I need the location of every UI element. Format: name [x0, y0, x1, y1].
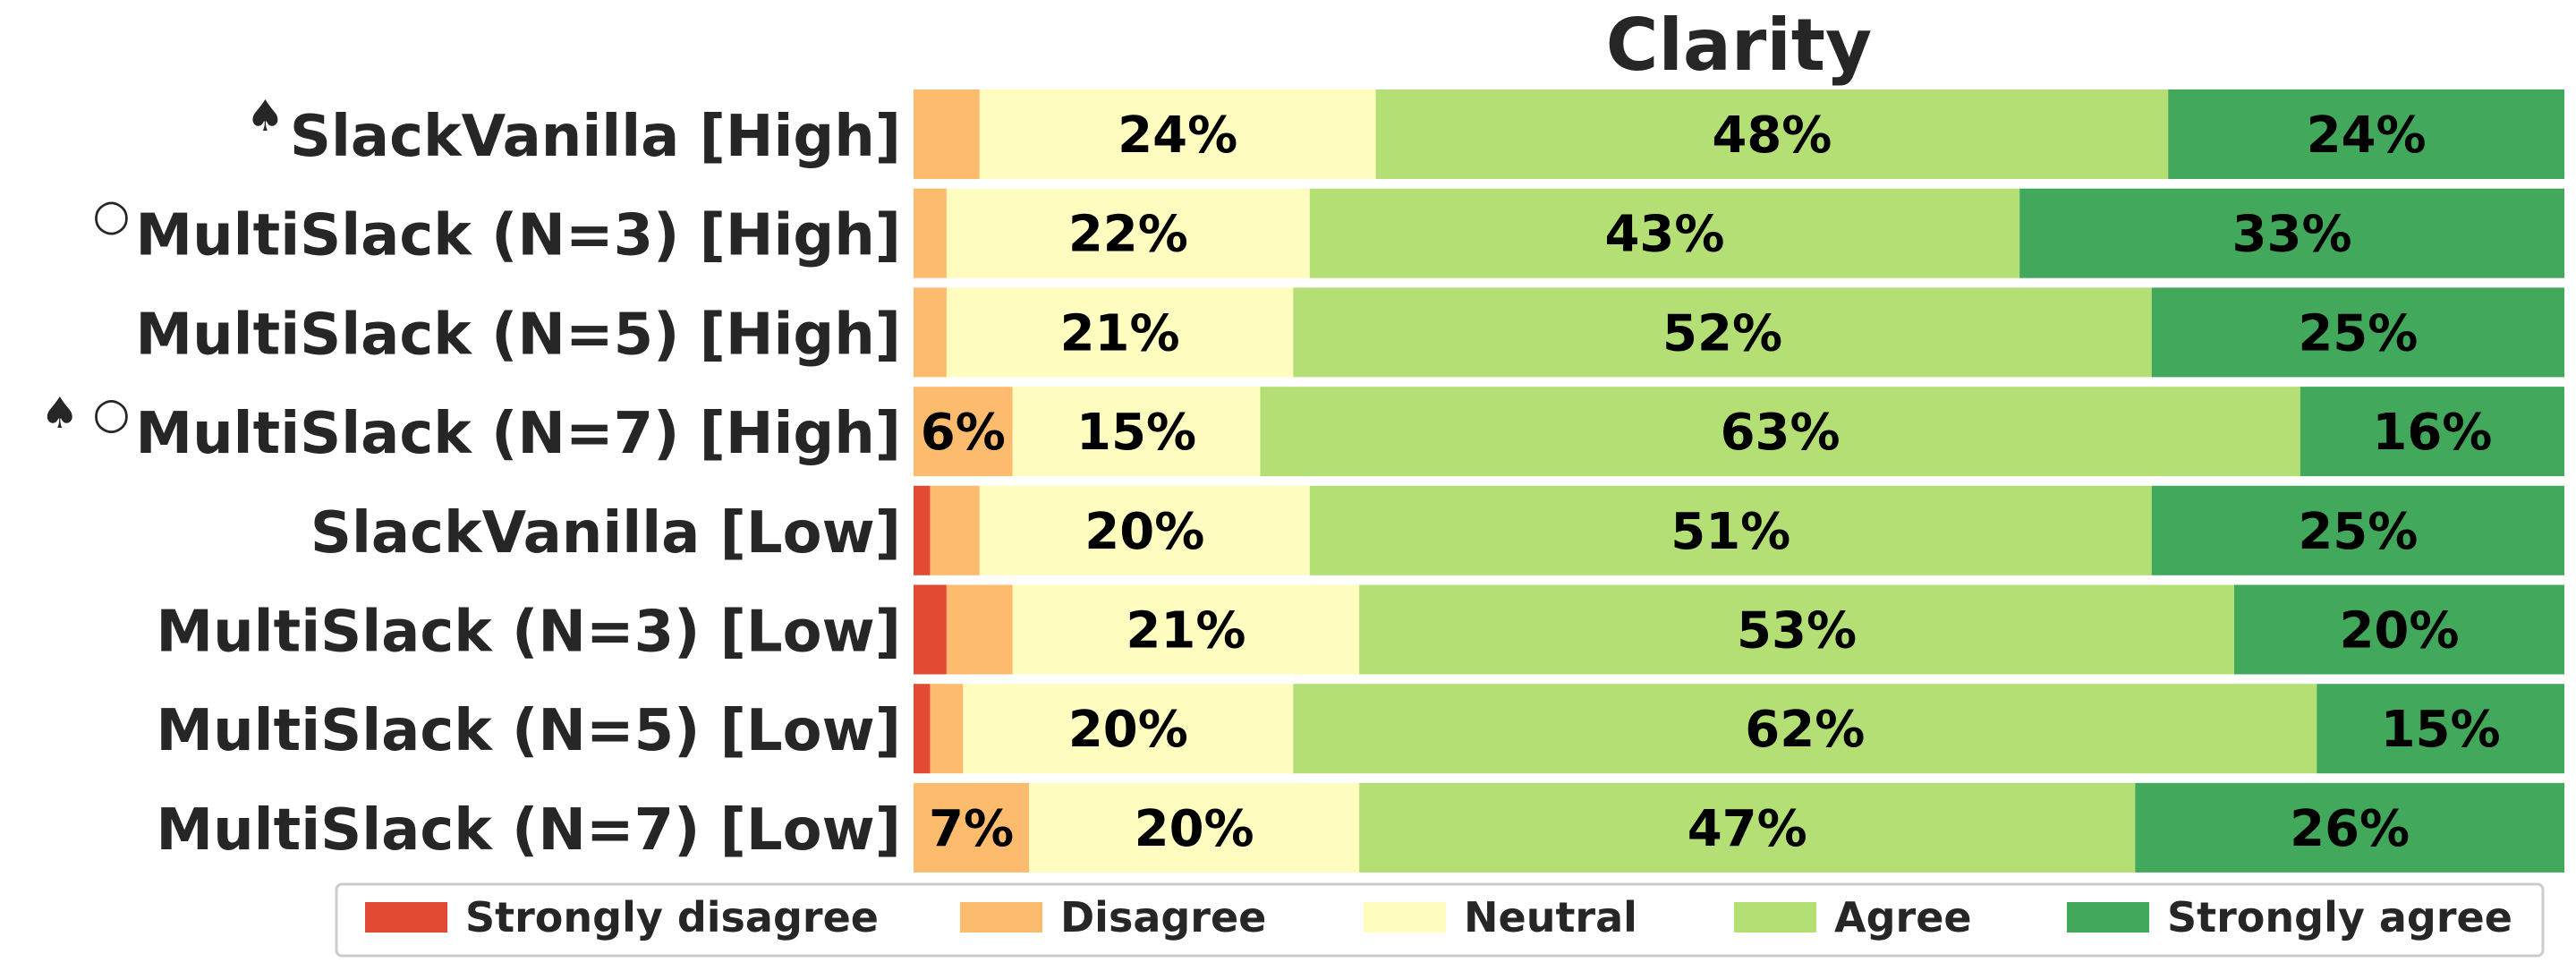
data-label: 22% [1068, 206, 1188, 264]
data-label: 24% [1118, 106, 1237, 165]
bar-segment-strongly-agree [2300, 387, 2564, 477]
bar-segment-neutral [946, 188, 1310, 278]
data-label: 52% [1662, 304, 1782, 362]
category-label: SlackVanilla [High] [290, 104, 901, 170]
category-label: MultiSlack (N=5) [Low] [156, 698, 901, 764]
data-label: 20% [1068, 701, 1188, 759]
data-label: 48% [1712, 106, 1832, 165]
legend-swatch [1734, 902, 1816, 933]
significance-marker: ♠ [246, 91, 285, 141]
bar-segment-disagree [914, 188, 947, 278]
data-label: 26% [2290, 800, 2410, 858]
bar-segment-agree [1293, 684, 2317, 774]
legend-swatch [960, 902, 1042, 933]
category-label: MultiSlack (N=7) [High] [135, 401, 901, 467]
data-label: 7% [929, 800, 1014, 858]
bar-segment-strongly-agree [2234, 584, 2564, 675]
bar-segment-neutral [1012, 387, 1261, 477]
legend-label: Strongly disagree [465, 893, 879, 941]
data-label: 24% [2307, 106, 2427, 165]
bar-segment-neutral [946, 287, 1294, 378]
bar-segment-disagree [914, 287, 947, 378]
legend-label: Neutral [1464, 893, 1637, 941]
bar-segment-neutral [1029, 782, 1360, 873]
legend-label: Disagree [1060, 893, 1266, 941]
data-label: 62% [1745, 701, 1865, 759]
bar-segment-strongly-agree [2151, 485, 2564, 575]
bar-segment-neutral [979, 89, 1376, 179]
bar-segment-strongly-agree [2135, 782, 2564, 873]
legend-swatch [365, 902, 447, 933]
bar-segment-strongly-disagree [914, 684, 931, 774]
bar-segment-disagree [914, 89, 980, 179]
data-label: 21% [1126, 602, 1245, 660]
data-label: 33% [2232, 206, 2352, 264]
data-label: 20% [1135, 800, 1254, 858]
bar-segment-agree [1359, 782, 2136, 873]
bars-layer: 24% 48% 24% 22% 43% 33% 21% 52% 25% 6% 15% 63% 16% 20… [914, 89, 2564, 873]
data-label: 15% [2381, 701, 2501, 759]
data-label: 25% [2298, 503, 2418, 561]
bar-segment-disagree [930, 684, 964, 774]
bar-segment-agree [1309, 188, 2020, 278]
data-label: 51% [1671, 503, 1790, 561]
bar-segment-agree [1359, 584, 2234, 675]
chart-title: Clarity [1606, 4, 1872, 87]
bar-segment-disagree [914, 782, 1030, 873]
bar-segment-neutral [979, 485, 1310, 575]
data-label: 25% [2298, 304, 2418, 362]
bar-segment-strongly-disagree [914, 584, 947, 675]
category-label: SlackVanilla [Low] [310, 500, 901, 566]
legend: Strongly disagree Disagree Neutral Agree Str… [335, 882, 2545, 958]
data-label: 6% [921, 404, 1006, 462]
bar-segment-agree [1309, 485, 2152, 575]
legend-label: Strongly agree [2167, 893, 2512, 941]
bar-segment-disagree [946, 584, 1013, 675]
bar-segment-strongly-agree [2317, 684, 2564, 774]
significance-marker: ♠ ○ [40, 388, 130, 439]
data-label: 16% [2372, 404, 2492, 462]
category-label: MultiSlack (N=5) [High] [135, 302, 901, 368]
bar-segment-disagree [914, 387, 1013, 477]
bar-segment-neutral [963, 684, 1294, 774]
significance-marker: ○ [93, 191, 131, 241]
legend-label: Agree [1834, 893, 1972, 941]
data-label: 15% [1076, 404, 1196, 462]
category-label: MultiSlack (N=3) [Low] [156, 600, 901, 666]
data-label: 47% [1688, 800, 1807, 858]
bar-segment-neutral [1012, 584, 1360, 675]
legend-swatch [2067, 902, 2149, 933]
category-labels: SlackVanilla [High]♠ MultiSlack (N=3) [Hi… [40, 91, 901, 864]
bar-segment-strongly-agree [2019, 188, 2564, 278]
bar-segment-strongly-agree [2151, 287, 2564, 378]
data-label: 43% [1604, 206, 1724, 264]
bar-segment-agree [1293, 287, 2152, 378]
category-label: MultiSlack (N=3) [High] [135, 203, 901, 269]
bar-segment-strongly-disagree [914, 485, 931, 575]
data-label: 53% [1737, 602, 1857, 660]
data-label: 63% [1721, 404, 1841, 462]
data-label: 20% [2339, 602, 2459, 660]
legend-swatch [1364, 902, 1446, 933]
bar-segment-strongly-agree [2168, 89, 2564, 179]
bar-segment-agree [1375, 89, 2169, 179]
data-label: 21% [1060, 304, 1180, 362]
bar-segment-disagree [930, 485, 980, 575]
category-label: MultiSlack (N=7) [Low] [156, 797, 901, 864]
data-label: 20% [1084, 503, 1204, 561]
bar-segment-agree [1260, 387, 2300, 477]
